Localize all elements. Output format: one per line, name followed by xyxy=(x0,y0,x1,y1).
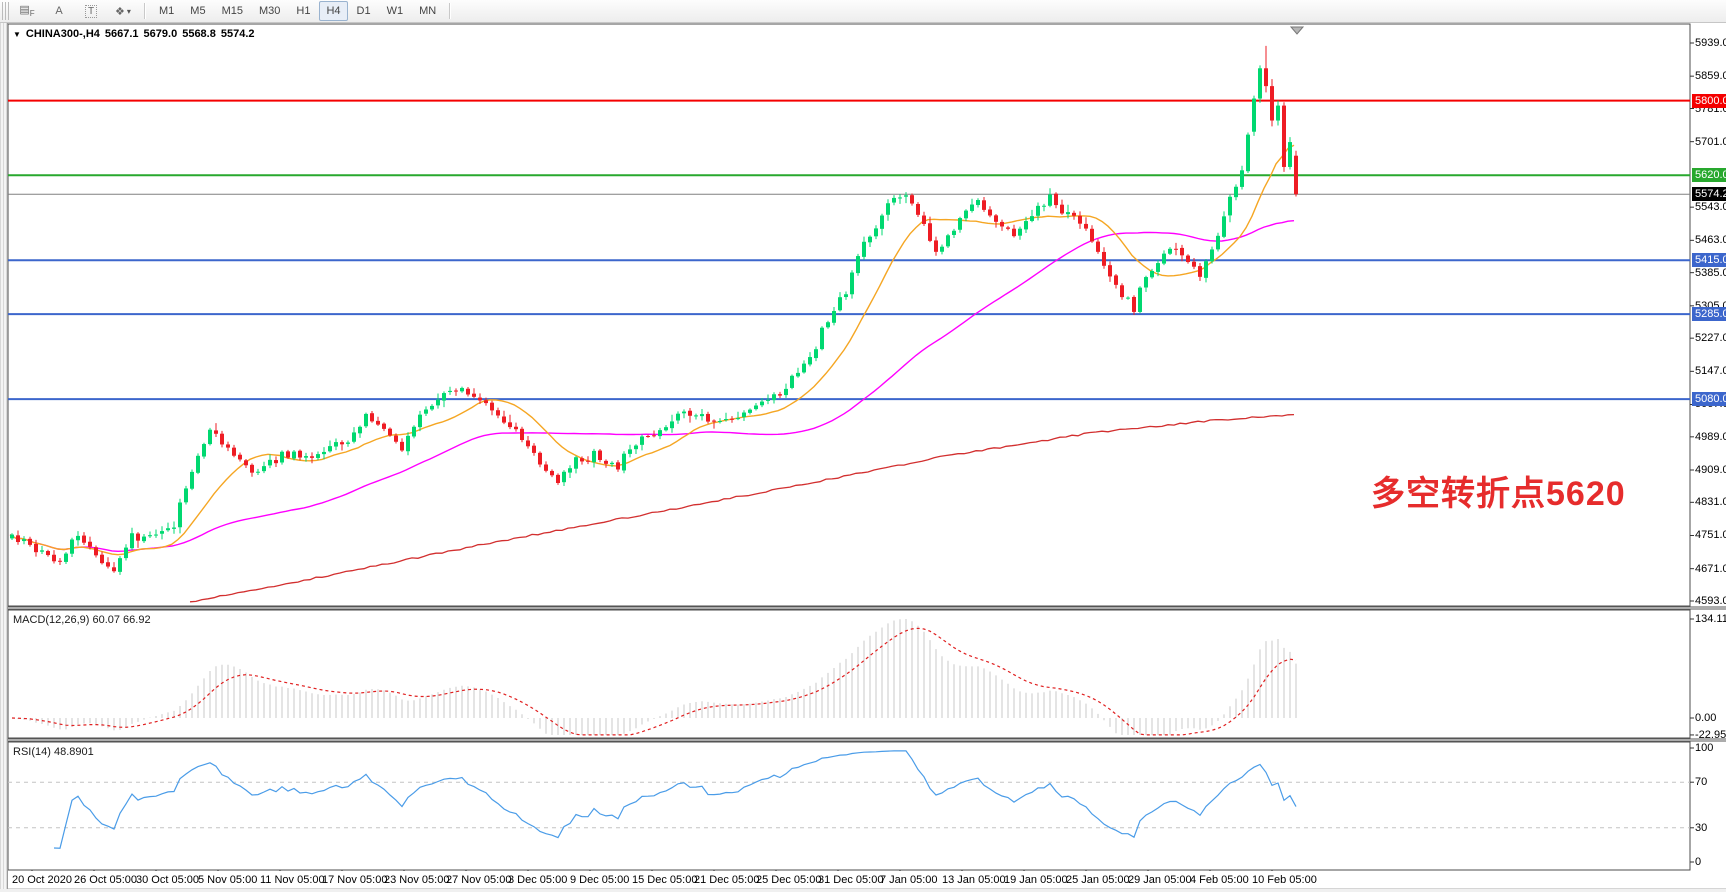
price-tick-5939.0: 5939.0 xyxy=(1695,37,1726,49)
price-tick-5859.0: 5859.0 xyxy=(1695,70,1726,83)
chart-text-annotation[interactable]: 多空转折点5620 xyxy=(1371,475,1626,513)
price-tick-4989.0: 4989.0 xyxy=(1695,430,1726,443)
macd-layer xyxy=(17,619,1297,735)
price-badge-5415.0: 5415.0 xyxy=(1692,253,1726,268)
date-label-4: 11 Nov 05:00 xyxy=(260,874,325,886)
date-label-15: 13 Jan 05:00 xyxy=(942,874,1006,886)
window-left-edge[interactable] xyxy=(0,23,8,889)
rsi-tick-30: 30 xyxy=(1695,821,1708,834)
font-a-icon: A xyxy=(55,5,63,17)
rsi-tick-70: 70 xyxy=(1695,776,1708,789)
timeframe-d1-button[interactable]: D1 xyxy=(356,5,371,17)
font-a-icon-button[interactable]: A xyxy=(43,0,75,22)
date-label-9: 9 Dec 05:00 xyxy=(570,874,630,886)
symbol-dropdown-icon[interactable]: ▼ xyxy=(13,29,21,39)
rsi-tick-100: 100 xyxy=(1695,742,1714,754)
date-label-11: 21 Dec 05:00 xyxy=(694,874,760,886)
rsi-indicator-label: RSI(14) 48.8901 xyxy=(13,746,94,758)
date-label-3: 5 Nov 05:00 xyxy=(198,874,258,886)
macd-tick--22.95: -22.95 xyxy=(1695,728,1726,741)
rsi-line xyxy=(53,750,1297,849)
macd-signal-line xyxy=(11,627,1297,736)
date-label-7: 27 Nov 05:00 xyxy=(446,874,512,886)
ohlc-open: 5667.1 xyxy=(104,28,139,40)
date-label-18: 29 Jan 05:00 xyxy=(1128,874,1192,886)
price-badge-5800.0: 5800.0 xyxy=(1692,93,1726,108)
timeframe-h4-button[interactable]: H4 xyxy=(319,1,348,21)
price-tick-5463.0: 5463.0 xyxy=(1695,234,1726,247)
macd-indicator-label: MACD(12,26,9) 60.07 66.92 xyxy=(13,614,151,626)
date-label-1: 26 Oct 05:00 xyxy=(74,874,137,886)
price-tick-4671.0: 4671.0 xyxy=(1695,562,1726,575)
price-tick-4593.0: 4593.0 xyxy=(1695,595,1726,607)
text-label-icon: T xyxy=(84,4,98,18)
drawing-tools-group: ▤F A T ❖ ▾ xyxy=(11,0,139,22)
timeframe-w1-button[interactable]: W1 xyxy=(386,5,404,17)
text-label-icon-button[interactable]: T xyxy=(75,0,107,22)
ohlc-close: 5574.2 xyxy=(220,28,255,40)
date-label-12: 25 Dec 05:00 xyxy=(756,874,822,886)
ma-long-line xyxy=(189,413,1295,603)
time-axis[interactable]: 20 Oct 2020 26 Oct 05:00 30 Oct 05:00 5 Nov… xyxy=(8,871,1690,888)
toolbar-grip[interactable] xyxy=(2,2,9,20)
bars-grid-f-icon-button[interactable]: ▤F xyxy=(11,0,43,22)
date-label-13: 31 Dec 05:00 xyxy=(818,874,884,886)
date-label-6: 23 Nov 05:00 xyxy=(384,874,450,886)
price-badge-5080.0: 5080.0 xyxy=(1692,392,1726,407)
toolbar-separator-2 xyxy=(449,3,452,19)
rsi-tick-0: 0 xyxy=(1695,856,1702,868)
price-badge-5574.2: 5574.2 xyxy=(1692,187,1726,202)
date-label-5: 17 Nov 05:00 xyxy=(322,874,388,886)
price-tick-5385.0: 5385.0 xyxy=(1695,266,1726,279)
symbol-name: CHINA300-,H4 xyxy=(25,28,100,40)
price-tick-5543.0: 5543.0 xyxy=(1695,201,1726,214)
main-chart-layer xyxy=(8,99,1690,401)
macd-tick-0.00: 0.00 xyxy=(1695,712,1717,724)
timeframe-m30-button[interactable]: M30 xyxy=(258,5,281,17)
timeframe-buttons-group: M1 M5 M15 M30 H1 H4 D1 W1 MN xyxy=(151,1,444,21)
colors-cycle-icon: ❖ xyxy=(115,5,125,18)
date-label-16: 19 Jan 05:00 xyxy=(1004,874,1068,886)
bars-grid-f-icon: ▤F xyxy=(19,4,35,19)
timeframe-h1-button[interactable]: H1 xyxy=(296,5,311,17)
date-label-8: 3 Dec 05:00 xyxy=(508,874,568,886)
colors-cycle-icon-button[interactable]: ❖ ▾ xyxy=(107,0,139,22)
window-bottom-edge xyxy=(0,888,1726,892)
macd-tick-134.11: 134.11 xyxy=(1695,613,1726,625)
top-toolbar: ▤F A T ❖ ▾ M1 M5 M15 M30 H1 H4 D1 W1 MN xyxy=(0,0,1726,23)
timeframe-m5-button[interactable]: M5 xyxy=(190,5,206,17)
chart-shift-marker-icon[interactable] xyxy=(1289,26,1305,35)
date-label-20: 10 Feb 05:00 xyxy=(1252,874,1317,886)
price-badge-5620.0: 5620.0 xyxy=(1692,168,1726,183)
price-tick-4831.0: 4831.0 xyxy=(1695,496,1726,509)
price-tick-5701.0: 5701.0 xyxy=(1695,135,1726,148)
ohlc-low: 5568.8 xyxy=(182,28,216,40)
ohlc-high: 5679.0 xyxy=(143,28,178,40)
date-label-17: 25 Jan 05:00 xyxy=(1066,874,1130,886)
price-badge-5285.0: 5285.0 xyxy=(1692,307,1726,322)
ma-mid-line xyxy=(9,220,1295,553)
date-label-14: 7 Jan 05:00 xyxy=(880,874,938,886)
date-label-10: 15 Dec 05:00 xyxy=(632,874,698,886)
price-tick-5227.0: 5227.0 xyxy=(1695,332,1726,345)
candles-layer xyxy=(10,45,1298,575)
price-tick-4909.0: 4909.0 xyxy=(1695,463,1726,476)
price-tick-4751.0: 4751.0 xyxy=(1695,529,1726,542)
timeframe-mn-button[interactable]: MN xyxy=(419,5,437,17)
timeframe-m1-button[interactable]: M1 xyxy=(159,5,175,17)
price-tick-5147.0: 5147.0 xyxy=(1695,365,1726,378)
timeframe-m15-button[interactable]: M15 xyxy=(221,5,243,17)
date-label-2: 30 Oct 05:00 xyxy=(136,874,199,886)
date-label-19: 4 Feb 05:00 xyxy=(1190,874,1249,886)
toolbar-separator xyxy=(144,3,146,19)
date-label-0: 20 Oct 2020 xyxy=(12,874,72,886)
dropdown-caret-icon: ▾ xyxy=(126,6,131,16)
chart-title[interactable]: ▼ CHINA300-,H4 5667.1 5679.0 5568.8 5574… xyxy=(13,28,255,40)
